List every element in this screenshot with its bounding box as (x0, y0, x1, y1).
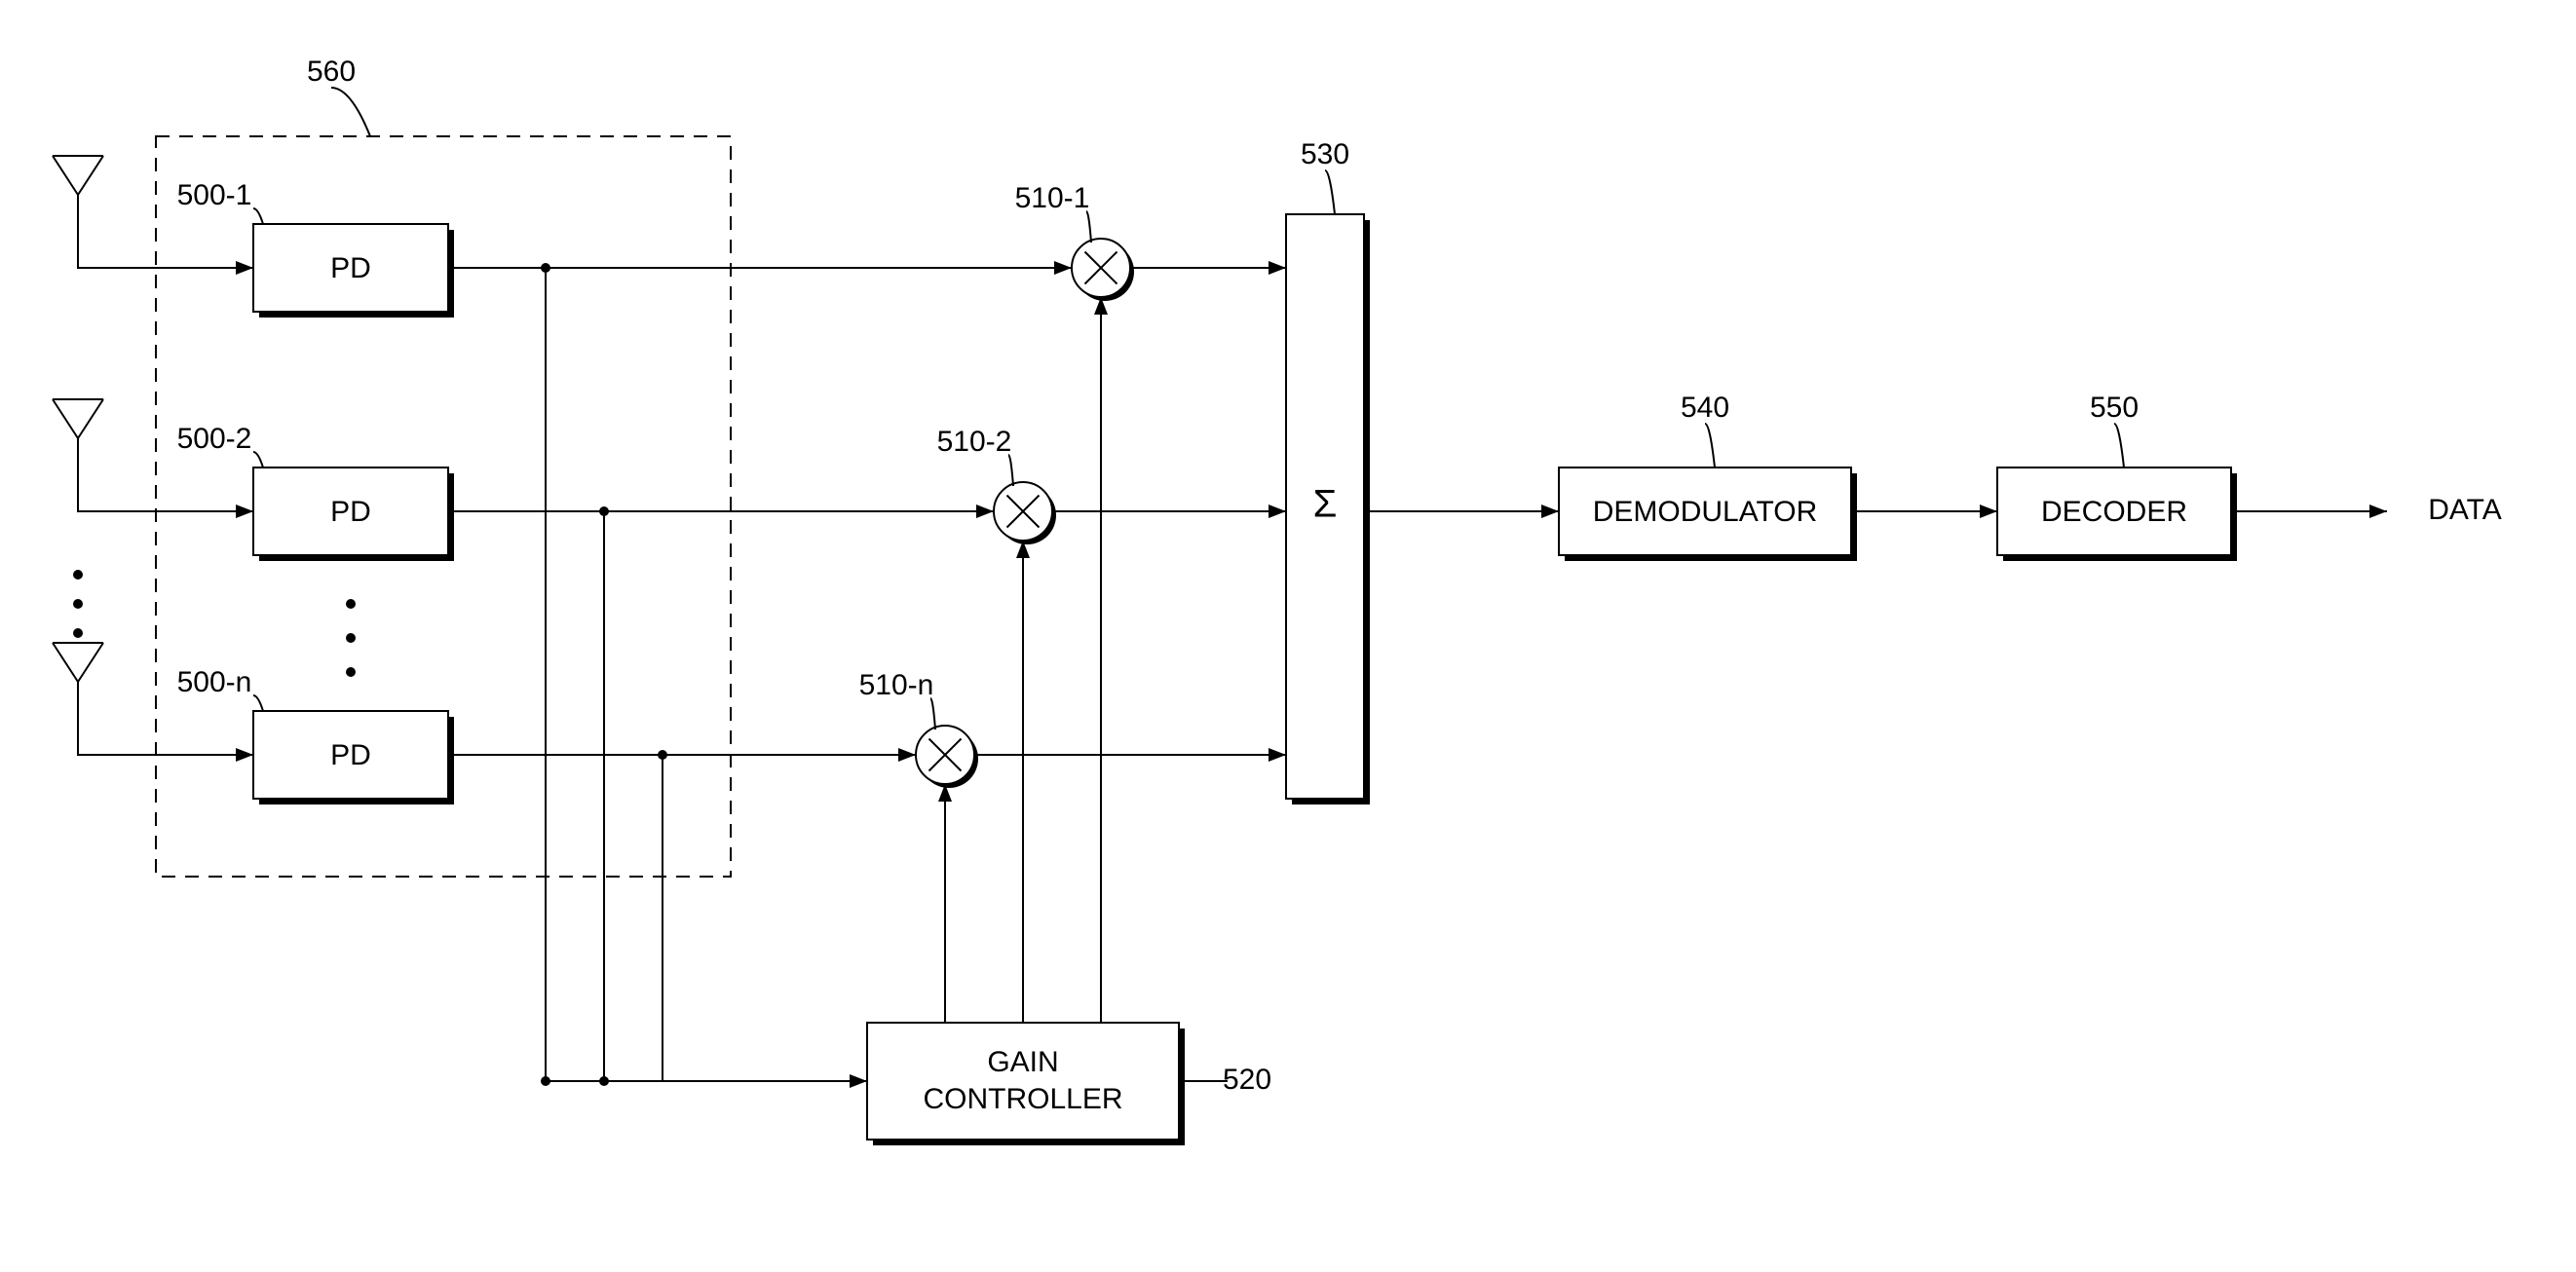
svg-text:PD: PD (330, 252, 371, 284)
svg-text:560: 560 (307, 56, 356, 88)
svg-text:510-1: 510-1 (1015, 182, 1090, 214)
svg-text:DEMODULATOR: DEMODULATOR (1593, 496, 1818, 528)
svg-text:500-1: 500-1 (177, 179, 252, 211)
svg-text:PD: PD (330, 739, 371, 771)
svg-text:530: 530 (1301, 138, 1349, 170)
svg-text:DECODER: DECODER (2041, 496, 2187, 528)
svg-text:520: 520 (1223, 1064, 1271, 1096)
svg-text:Σ: Σ (1313, 483, 1338, 526)
svg-text:500-n: 500-n (177, 666, 252, 698)
svg-text:PD: PD (330, 496, 371, 528)
svg-text:510-n: 510-n (859, 669, 934, 701)
svg-text:540: 540 (1681, 392, 1729, 424)
svg-text:500-2: 500-2 (177, 423, 252, 455)
svg-text:550: 550 (2090, 392, 2139, 424)
signal-processing-block-diagram: 560 PD 500-1 PD 500-2 PD 500-n 510-1 510-2 510-n Σ… (0, 0, 2576, 1272)
svg-text:510-2: 510-2 (937, 426, 1012, 458)
svg-text:GAIN: GAIN (987, 1046, 1058, 1078)
svg-text:DATA: DATA (2428, 494, 2502, 526)
svg-text:CONTROLLER: CONTROLLER (923, 1083, 1122, 1115)
